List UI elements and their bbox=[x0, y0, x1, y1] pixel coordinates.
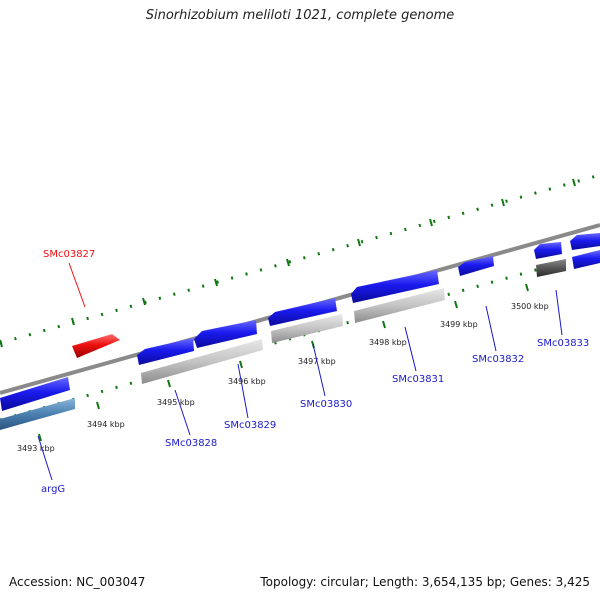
accession-text: Accession: NC_003047 bbox=[9, 575, 146, 589]
gene-next-arrow-2 bbox=[572, 250, 600, 269]
gene-label-SMc03827[interactable]: SMc03827 bbox=[43, 249, 95, 260]
gene-SMc03833-arrow[interactable] bbox=[534, 242, 562, 259]
gene-label-SMc03829[interactable]: SMc03829 bbox=[224, 420, 276, 431]
cds-grey-1 bbox=[0, 398, 75, 430]
gene-SMc03828-arrow[interactable] bbox=[137, 338, 194, 365]
gene-SMc03827-arrow[interactable] bbox=[72, 334, 120, 358]
gene-track bbox=[0, 233, 600, 411]
ruler-label: 3500 kbp bbox=[511, 302, 549, 311]
ruler-label: 3493 kbp bbox=[17, 444, 55, 453]
gene-label-SMc03831[interactable]: SMc03831 bbox=[392, 374, 444, 385]
gene-label-SMc03833[interactable]: SMc03833 bbox=[537, 338, 589, 349]
gene-SMc03831-arrow[interactable] bbox=[351, 270, 439, 303]
cds-track bbox=[0, 259, 566, 430]
topology-text: Topology: circular; Length: 3,654,135 bp… bbox=[260, 575, 590, 589]
cds-grey-3 bbox=[271, 314, 343, 343]
ruler-label: 3495 kbp bbox=[157, 398, 195, 407]
gene-label-argG[interactable]: argG bbox=[41, 484, 65, 495]
ruler-label: 3498 kbp bbox=[369, 338, 407, 347]
gene-label-SMc03828[interactable]: SMc03828 bbox=[165, 438, 217, 449]
map-title: Sinorhizobium meliloti 1021, complete ge… bbox=[145, 8, 455, 23]
cds-grey-4 bbox=[354, 288, 445, 323]
gene-label-SMc03832[interactable]: SMc03832 bbox=[472, 354, 524, 365]
cds-dark-5 bbox=[536, 259, 566, 277]
gene-next-arrow bbox=[570, 233, 600, 250]
ruler-label: 3494 kbp bbox=[87, 420, 125, 429]
ruler-label: 3496 kbp bbox=[228, 377, 266, 386]
gene-label-SMc03830[interactable]: SMc03830 bbox=[300, 399, 352, 410]
gene-SMc03829-arrow[interactable] bbox=[194, 320, 257, 348]
label-leaders bbox=[37, 262, 563, 481]
ruler-label: 3499 kbp bbox=[440, 320, 478, 329]
gene-SMc03832-arrow[interactable] bbox=[458, 256, 494, 276]
ruler-labels: 3493 kbp 3494 kbp 3495 kbp 3496 kbp 3497… bbox=[17, 302, 549, 453]
cds-grey-2 bbox=[141, 339, 263, 384]
outer-major-ticks bbox=[0, 178, 576, 348]
gene-SMc03830-arrow[interactable] bbox=[268, 298, 337, 326]
gene-argG-arrow[interactable] bbox=[0, 377, 70, 411]
gene-labels: argG SMc03827 SMc03828 SMc03829 SMc03830… bbox=[41, 249, 589, 495]
